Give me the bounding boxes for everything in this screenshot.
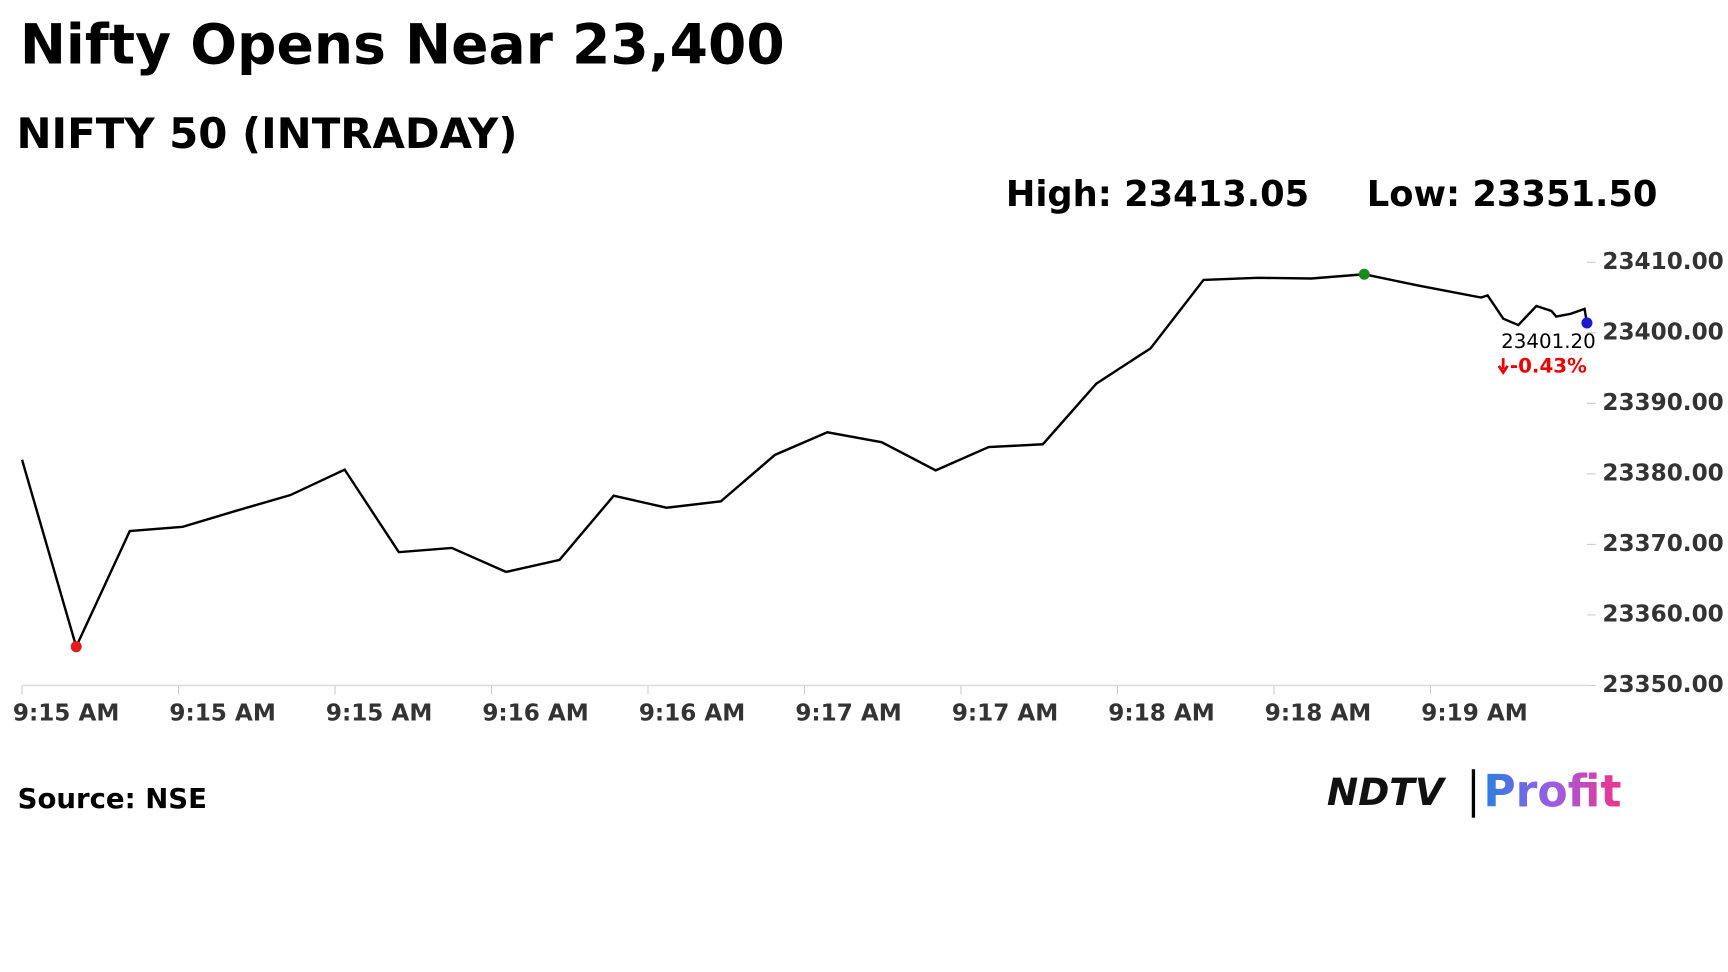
high-label: High: 23413.05 <box>1006 174 1309 215</box>
point-marker <box>1581 317 1593 329</box>
x-tick-label: 9:18 AM <box>1108 701 1214 727</box>
x-tick-label: 9:18 AM <box>1265 701 1371 727</box>
last-price-label: 23401.20 <box>1501 330 1596 353</box>
x-tick-label: 9:19 AM <box>1421 701 1527 727</box>
x-tick-label: 9:17 AM <box>795 701 901 727</box>
x-tick-label: 9:16 AM <box>639 701 745 727</box>
x-tick-label: 9:15 AM <box>326 701 432 727</box>
low-label: Low: 23351.50 <box>1367 174 1658 215</box>
change-label: -0.43% <box>1510 354 1587 377</box>
y-tick-label: 23410.00 <box>1602 249 1723 275</box>
down-arrow <box>1497 358 1509 375</box>
logo-brand: NDTV <box>1327 770 1447 814</box>
chart-title: Nifty Opens Near 23,400 <box>20 13 785 77</box>
chart-subtitle: NIFTY 50 (INTRADAY) <box>17 109 518 158</box>
x-tick-label: 9:16 AM <box>482 701 588 727</box>
price-line <box>20 273 1589 651</box>
y-tick-label: 23350.00 <box>1602 672 1723 698</box>
y-tick-label: 23360.00 <box>1602 601 1723 627</box>
point-marker <box>1358 268 1370 280</box>
x-tick-label: 9:15 AM <box>169 701 275 727</box>
logo-product: Profit <box>1483 767 1621 818</box>
x-tick-label: 9:17 AM <box>952 701 1058 727</box>
source: Source: NSE <box>18 783 207 815</box>
y-tick-label: 23390.00 <box>1602 390 1723 416</box>
point-marker <box>70 641 82 653</box>
y-tick-label: 23380.00 <box>1602 460 1723 486</box>
y-tick-label: 23370.00 <box>1602 531 1723 557</box>
y-tick-label: 23400.00 <box>1602 319 1723 345</box>
x-tick-label: 9:15 AM <box>13 701 119 727</box>
